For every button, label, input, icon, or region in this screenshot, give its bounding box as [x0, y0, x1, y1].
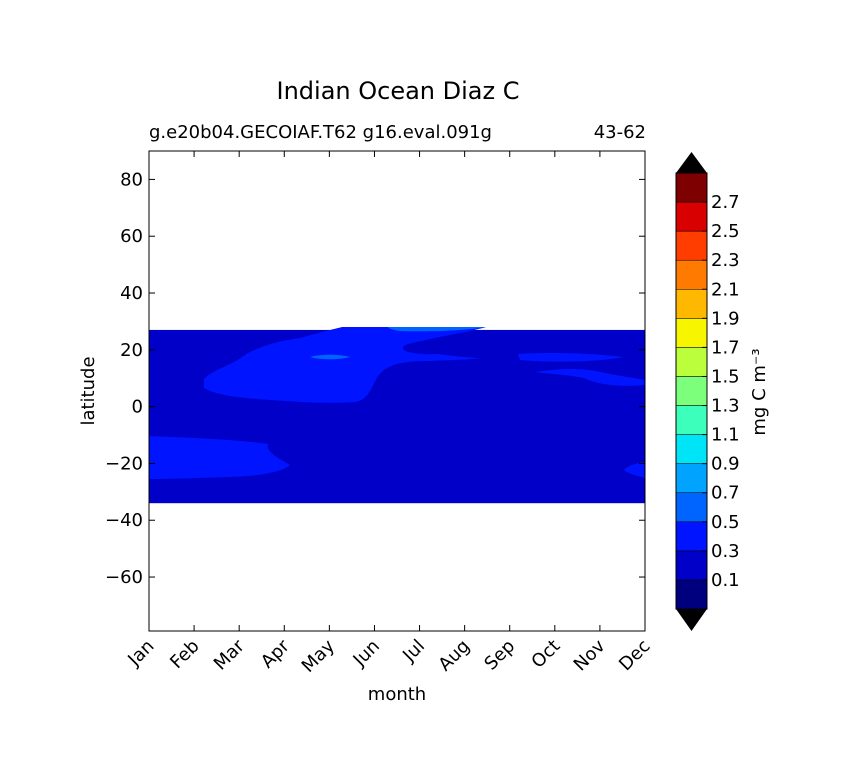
- colorbar-tick-label-13: 2.7: [711, 192, 740, 213]
- colorbar-segment-4: [675, 463, 708, 493]
- colorbar-segment-3: [675, 492, 708, 523]
- colorbar-tick-label-10: 2.1: [711, 279, 740, 300]
- colorbar-segment-6: [675, 405, 708, 435]
- contour-region-spot-high: [310, 354, 350, 360]
- contour-region-spot-mid: [318, 367, 334, 371]
- plot-area: [148, 150, 646, 632]
- colorbar-tick-label-5: 1.1: [711, 425, 740, 446]
- colorbar-tick-label-0: 0.1: [711, 570, 740, 591]
- x-tick-label-8: Sep: [480, 636, 519, 675]
- chart-subtitle-left: g.e20b04.GECOIAF.T62 g16.eval.091g: [149, 122, 492, 143]
- plot-frame: [148, 150, 646, 632]
- colorbar-segment-1: [675, 550, 708, 581]
- colorbar-segment-10: [675, 289, 708, 319]
- colorbar-tick-label-7: 1.5: [711, 366, 740, 387]
- x-tick-label-1: Feb: [166, 636, 203, 673]
- colorbar-tick-label-4: 0.9: [711, 454, 740, 475]
- x-tick-label-9: Oct: [527, 636, 564, 673]
- x-tick-label-5: Jun: [349, 636, 384, 671]
- contour-region-north-edge-high: [388, 327, 486, 332]
- x-tick-label-7: Aug: [434, 636, 474, 676]
- y-tick-label-7: −60: [105, 567, 143, 588]
- y-tick-label-5: −20: [105, 453, 143, 474]
- colorbar-extend-top: [676, 152, 707, 173]
- contour-region-north-band: [204, 327, 486, 403]
- colorbar: 0.1 0.3 0.5 0.7 0.9 1.1 1.3 1.5 1.7 1.9 2.1 2.3 2.5 2…: [675, 152, 740, 631]
- colorbar-tick-label-8: 1.7: [711, 337, 740, 358]
- y-tick-label-1: 60: [120, 226, 143, 247]
- colorbar-frame: [675, 172, 708, 610]
- colorbar-segment-5: [675, 434, 708, 464]
- x-tick-label-3: Apr: [257, 635, 294, 672]
- y-axis: 80 60 40 20 0 −20 −40 −60: [105, 169, 645, 588]
- x-tick-label-2: Mar: [210, 635, 249, 674]
- colorbar-segment-9: [675, 318, 708, 348]
- colorbar-segment-13: [675, 201, 708, 232]
- colorbar-segment-0: [675, 579, 708, 610]
- colorbar-tick-label-6: 1.3: [711, 396, 740, 417]
- colorbar-segment-11: [675, 259, 708, 290]
- colorbar-tick-label-9: 1.9: [711, 308, 740, 329]
- x-tick-label-11: Dec: [615, 636, 654, 675]
- colorbar-label: mg C m⁻³: [749, 348, 770, 435]
- y-tick-label-0: 80: [120, 169, 143, 190]
- chart-subtitle-right: 43-62: [594, 122, 646, 143]
- contour-region-southeast-band: [624, 462, 645, 478]
- colorbar-tick-label-1: 0.3: [711, 541, 740, 562]
- colorbar-tick-label-12: 2.5: [711, 221, 740, 242]
- contour-region-south-band: [149, 436, 290, 479]
- colorbar-tick-label-2: 0.5: [711, 512, 740, 533]
- x-tick-label-0: Jan: [123, 636, 158, 671]
- x-tick-label-6: Jul: [398, 636, 429, 667]
- y-tick-label-2: 40: [120, 283, 143, 304]
- y-tick-label-6: −40: [105, 510, 143, 531]
- contour-layer: [149, 327, 645, 504]
- x-axis-label: month: [368, 684, 426, 705]
- y-axis-label: latitude: [78, 356, 99, 425]
- x-tick-label-10: Nov: [570, 635, 610, 675]
- colorbar-extend-bottom: [676, 609, 707, 631]
- colorbar-segment-7: [675, 376, 708, 406]
- y-tick-label-3: 20: [120, 340, 143, 361]
- contour-region-east-band: [518, 353, 645, 386]
- colorbar-tick-label-11: 2.3: [711, 250, 740, 271]
- colorbar-segment-12: [675, 230, 708, 261]
- colorbar-segment-2: [675, 521, 708, 552]
- chart-title: Indian Ocean Diaz C: [277, 77, 520, 105]
- y-tick-label-4: 0: [132, 397, 143, 418]
- colorbar-segment-14: [675, 172, 708, 203]
- x-tick-label-4: May: [298, 635, 339, 676]
- colorbar-tick-label-3: 0.7: [711, 483, 740, 504]
- colorbar-segment-8: [675, 347, 708, 377]
